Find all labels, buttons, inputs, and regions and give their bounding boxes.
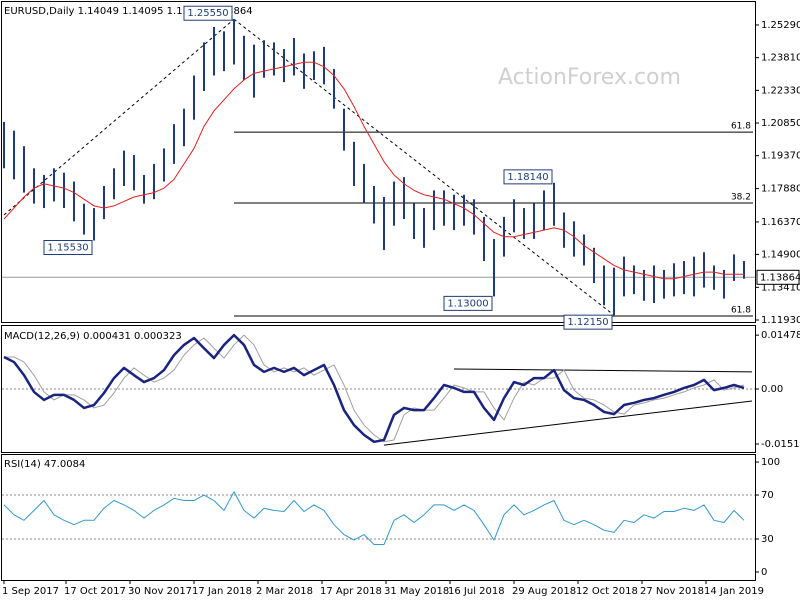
x-tick-label: 14 Jan 2019 — [704, 586, 764, 597]
rsi-line — [3, 491, 745, 545]
y-tick-label: 70 — [761, 490, 774, 501]
annotation-box — [43, 240, 93, 256]
trend-line — [453, 368, 753, 373]
x-tick-label: 31 May 2018 — [384, 586, 449, 597]
y-tick-label: 1.19370 — [761, 151, 800, 162]
x-tick-label: 17 Jan 2018 — [192, 586, 252, 597]
x-tick-label: 12 Oct 2018 — [576, 586, 638, 597]
signal-line — [4, 334, 745, 443]
y-tick-label: 1.20850 — [761, 118, 800, 129]
x-tick-label: 29 Aug 2018 — [512, 586, 576, 597]
trend-line — [383, 400, 753, 446]
y-tick-label: 1.14900 — [761, 249, 800, 260]
y-tick-label: 1.22330 — [761, 85, 800, 96]
x-tick-label: 16 Jul 2018 — [448, 586, 505, 597]
x-tick-label: 30 Nov 2017 — [128, 586, 192, 597]
y-tick-label: 1.16370 — [761, 217, 800, 228]
annotation-box — [503, 169, 553, 185]
y-tick-label: 1.13410 — [761, 282, 800, 293]
price-panel — [1, 1, 756, 323]
fibo-label: 61.8 — [731, 306, 751, 316]
annotation-box — [443, 295, 493, 311]
trend-line — [3, 18, 235, 216]
trend-line — [233, 18, 615, 316]
y-tick-label: 1.23810 — [761, 53, 800, 64]
y-tick-label: 1.11930 — [761, 315, 800, 326]
annotation-label: 1.12150 — [567, 317, 608, 328]
x-tick-label: 17 Apr 2018 — [320, 586, 382, 597]
annotation-label: 1.18140 — [507, 172, 548, 183]
annotation-label: 1.15530 — [47, 243, 88, 254]
y-tick-label: 1.17880 — [761, 184, 800, 195]
panel-title: MACD(12,26,9) 0.000431 0.000323 — [4, 331, 182, 342]
y-tick-label: 100 — [761, 457, 780, 468]
annotation-label: 1.13000 — [447, 298, 488, 309]
annotation-box — [563, 314, 613, 330]
watermark: ActionForex.com — [498, 65, 681, 90]
annotation-box — [183, 5, 233, 21]
rsi-panel — [1, 454, 756, 581]
moving-average — [3, 61, 744, 280]
x-tick-label: 17 Oct 2017 — [64, 586, 126, 597]
x-tick-label: 27 Nov 2018 — [640, 586, 704, 597]
x-tick-label: 2 Mar 2018 — [256, 586, 313, 597]
y-tick-label: 30 — [761, 534, 774, 545]
current-price-label: 1.13864 — [760, 272, 800, 283]
panel-title: EURUSD,Daily 1.14049 1.14095 1.13802 1.1… — [4, 6, 253, 17]
y-tick-label: 0.014786 — [761, 330, 800, 341]
x-tick-label: 1 Sep 2017 — [2, 586, 59, 597]
fibo-label: 38.2 — [731, 192, 751, 202]
current-price-box — [756, 269, 800, 285]
annotation-label: 1.25550 — [187, 8, 228, 19]
y-tick-label: 1.25290 — [761, 20, 800, 31]
y-tick-label: 0.00 — [761, 384, 783, 395]
y-tick-label: 0 — [761, 567, 767, 578]
panel-title: RSI(14) 47.0084 — [4, 459, 85, 470]
macd-line — [3, 333, 745, 444]
y-tick-label: -0.015107 — [761, 439, 800, 450]
fibo-label: 61.8 — [731, 122, 751, 132]
